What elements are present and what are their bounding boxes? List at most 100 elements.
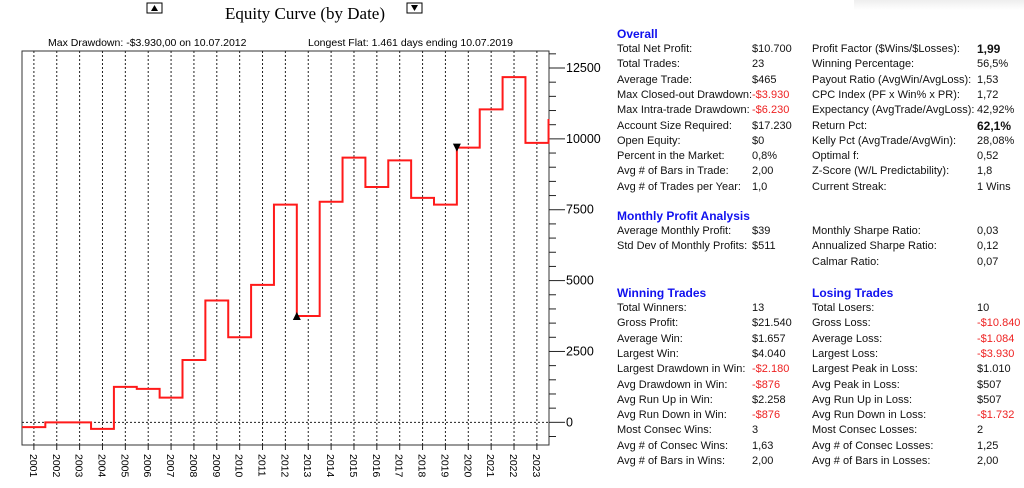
x-tick-label: 2001 xyxy=(27,454,39,478)
stat-label: Avg # of Bars in Losses: xyxy=(812,455,931,467)
stat-value: -$876 xyxy=(752,378,781,391)
stat-value: $1.657 xyxy=(752,332,786,345)
x-tick-label: 2014 xyxy=(324,454,336,478)
stat-label: Kelly Pct (AvgTrade/AvgWin): xyxy=(812,134,957,147)
winning-section-header: Winning Trades xyxy=(617,286,707,300)
stat-value: 0,52 xyxy=(977,150,999,163)
stat-value: 2,00 xyxy=(977,455,999,467)
stat-label: Largest Peak in Loss: xyxy=(812,363,918,376)
y-tick-label: 5000 xyxy=(566,274,594,288)
stat-value: 62,1% xyxy=(977,118,1012,133)
x-tick-label: 2016 xyxy=(370,454,382,478)
stat-value: $10.700 xyxy=(752,43,792,55)
stat-value: -$1.084 xyxy=(977,332,1015,345)
stat-value: 56,5% xyxy=(977,58,1009,71)
stat-value: 13 xyxy=(752,302,765,314)
stat-value: -$3.930 xyxy=(977,347,1015,360)
stat-value: 1,53 xyxy=(977,73,999,86)
stat-label: Profit Factor ($Wins/$Losses): xyxy=(812,43,960,55)
stat-label: Total Winners: xyxy=(617,302,687,314)
stat-label: Gross Loss: xyxy=(812,317,871,330)
stat-label: Current Streak: xyxy=(812,180,887,193)
stat-label: Account Size Required: xyxy=(617,119,732,132)
x-tick-label: 2013 xyxy=(301,454,313,478)
x-tick-label: 2017 xyxy=(393,454,405,478)
stat-label: Total Net Profit: xyxy=(617,43,693,55)
stat-value: $0 xyxy=(752,134,765,147)
stat-label: Most Consec Wins: xyxy=(617,424,712,437)
longest-flat-button[interactable] xyxy=(406,2,423,14)
x-tick-label: 2008 xyxy=(187,454,199,478)
stat-value: 1 Wins xyxy=(977,180,1011,193)
stat-value: 0,07 xyxy=(977,255,999,268)
x-tick-label: 2019 xyxy=(438,454,450,478)
stat-value: 1,72 xyxy=(977,88,999,101)
x-tick-label: 2023 xyxy=(530,454,542,478)
stat-value: 42,92% xyxy=(977,104,1015,117)
stat-label: Calmar Ratio: xyxy=(812,255,880,268)
equity-chart: Equity Curve (by Date) Max Drawdown: -$3… xyxy=(21,2,601,478)
x-tick-label: 2002 xyxy=(50,454,62,478)
chart-title: Equity Curve (by Date) xyxy=(225,4,385,23)
stat-value: -$10.840 xyxy=(977,317,1021,330)
stat-value: 2,00 xyxy=(752,455,774,467)
overall-section-header: Overall xyxy=(617,27,658,41)
stat-label: Annualized Sharpe Ratio: xyxy=(812,240,937,253)
stat-label: CPC Index (PF x Win% x PR): xyxy=(812,88,960,101)
stat-label: Largest Win: xyxy=(617,347,679,360)
stat-value: 23 xyxy=(752,58,765,71)
stat-label: Average Monthly Profit: xyxy=(617,225,732,237)
stat-label: Average Loss: xyxy=(812,332,883,345)
x-tick-label: 2004 xyxy=(95,454,107,478)
stat-label: Avg # of Bars in Wins: xyxy=(617,455,726,467)
x-tick-label: 2020 xyxy=(461,454,473,478)
stat-value: 1,99 xyxy=(977,42,1001,56)
stat-label: Z-Score (W/L Predictability): xyxy=(812,165,950,178)
y-tick-label: 12500 xyxy=(566,61,601,75)
stat-value: 10 xyxy=(977,302,990,314)
x-tick-label: 2021 xyxy=(484,454,496,478)
stat-value: 1,8 xyxy=(977,165,993,178)
stat-label: Largest Drawdown in Win: xyxy=(617,363,746,376)
equity-line xyxy=(22,76,550,430)
up-triangle-icon xyxy=(151,5,158,11)
max-drawdown-button[interactable] xyxy=(146,2,163,14)
stat-value: $511 xyxy=(752,240,776,253)
stat-label: Gross Profit: xyxy=(617,317,679,330)
stat-value: 3 xyxy=(752,424,759,437)
stat-value: 1,63 xyxy=(752,439,774,452)
max-drawdown-marker xyxy=(292,312,301,321)
stat-value: 0,8% xyxy=(752,150,778,163)
stat-label: Average Trade: xyxy=(617,73,693,86)
stat-label: Optimal f: xyxy=(812,150,860,163)
stat-label: Largest Loss: xyxy=(812,347,879,360)
stat-value: -$1.732 xyxy=(977,409,1015,422)
stat-label: Avg # of Bars in Trade: xyxy=(617,165,729,178)
stat-value: 1,25 xyxy=(977,439,999,452)
x-tick-label: 2010 xyxy=(233,454,245,478)
x-tick-label: 2005 xyxy=(118,454,130,478)
x-tick-label: 2015 xyxy=(347,454,359,478)
x-tick-label: 2022 xyxy=(507,454,519,478)
stat-label: Total Trades: xyxy=(617,58,680,71)
stat-label: Avg Peak in Loss: xyxy=(812,378,900,391)
stat-label: Return Pct: xyxy=(812,119,868,132)
stat-label: Most Consec Losses: xyxy=(812,424,918,437)
x-tick-label: 2009 xyxy=(210,454,222,478)
stat-label: Max Intra-trade Drawdown: xyxy=(617,104,750,117)
x-tick-label: 2003 xyxy=(73,454,85,478)
stat-value: -$876 xyxy=(752,409,781,422)
max-drawdown-label: Max Drawdown: -$3.930,00 on 10.07.2012 xyxy=(48,37,247,49)
stat-value: -$3.930 xyxy=(752,88,790,101)
stat-value: $17.230 xyxy=(752,119,792,132)
stat-value: 28,08% xyxy=(977,134,1015,147)
x-tick-label: 2018 xyxy=(416,454,428,478)
stat-label: Average Win: xyxy=(617,332,683,345)
stat-label: Avg Run Down in Win: xyxy=(617,409,727,422)
y-tick-label: 10000 xyxy=(566,132,601,146)
stat-label: Avg # of Consec Losses: xyxy=(812,439,934,452)
stat-label: Total Losers: xyxy=(812,302,875,314)
stat-value: $4.040 xyxy=(752,347,786,360)
stat-label: Expectancy (AvgTrade/AvgLoss): xyxy=(812,104,975,117)
stat-label: Winning Percentage: xyxy=(812,58,915,71)
